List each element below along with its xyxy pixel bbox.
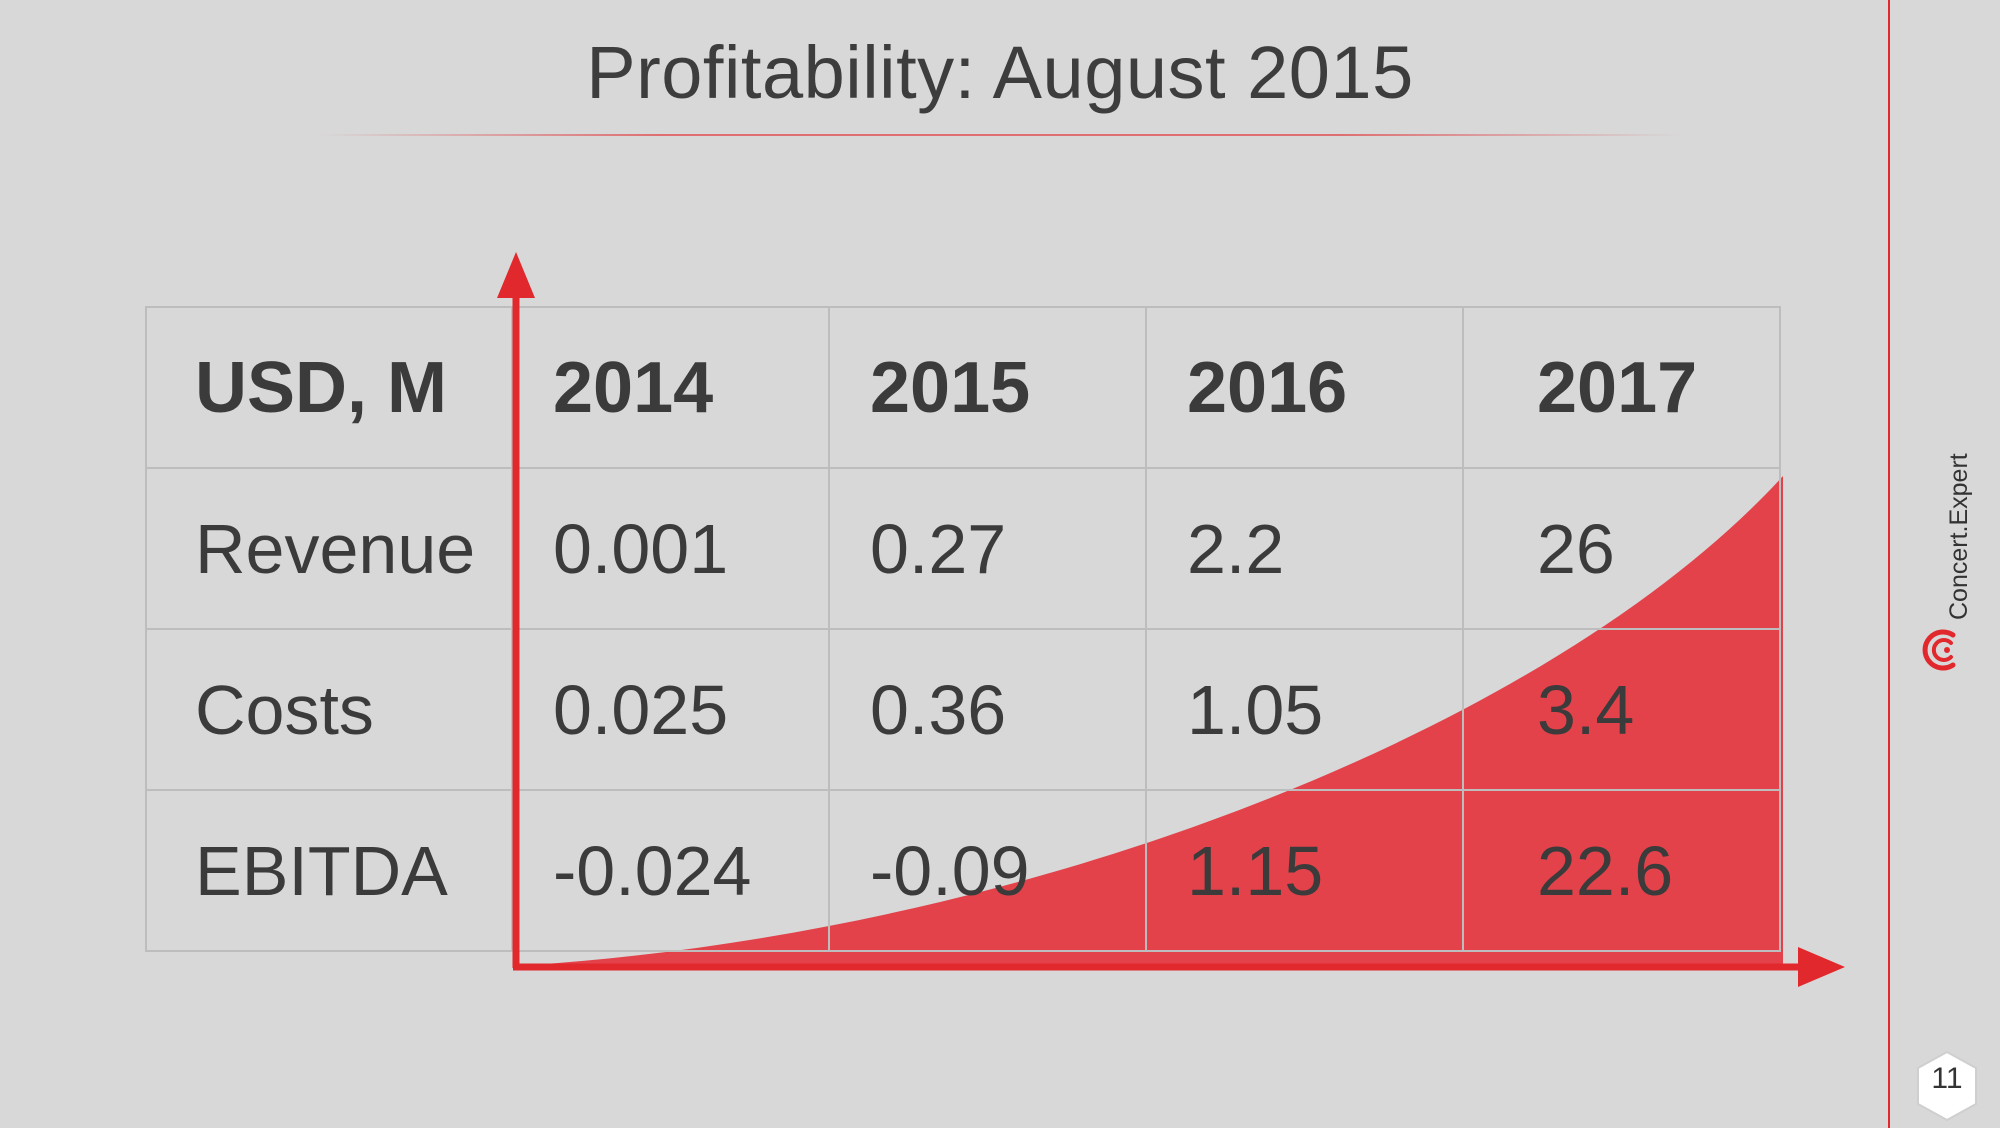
table-cell: 0.36: [828, 628, 1147, 791]
row-label: Costs: [145, 628, 513, 791]
header-cell-unit: USD, M: [145, 306, 513, 469]
profitability-table: USD, M 2014 2015 2016 2017 Revenue 0.001…: [145, 306, 1781, 952]
header-cell-year: 2014: [511, 306, 830, 469]
table-cell: 1.05: [1145, 628, 1464, 791]
sidebar-divider: [1888, 0, 1890, 1128]
table-header-row: USD, M 2014 2015 2016 2017: [145, 306, 1781, 469]
table-row-ebitda: EBITDA -0.024 -0.09 1.15 22.6: [145, 789, 1781, 952]
header-cell-year: 2017: [1462, 306, 1781, 469]
title-divider: [320, 134, 1680, 136]
row-label: Revenue: [145, 467, 513, 630]
header-cell-year: 2015: [828, 306, 1147, 469]
table-cell: 26: [1462, 467, 1781, 630]
table-row-revenue: Revenue 0.001 0.27 2.2 26: [145, 467, 1781, 630]
row-label: EBITDA: [145, 789, 513, 952]
table-cell: -0.024: [511, 789, 830, 952]
table-cell: 0.001: [511, 467, 830, 630]
logo-icon: [1922, 629, 1956, 671]
header-cell-year: 2016: [1145, 306, 1464, 469]
table-cell: 22.6: [1462, 789, 1781, 952]
brand-name: Concert.Expert: [1945, 453, 1973, 620]
slide-title: Profitability: August 2015: [586, 31, 1414, 114]
table-cell: -0.09: [828, 789, 1147, 952]
page-number: 11: [1931, 1062, 1963, 1095]
table-cell: 0.27: [828, 467, 1147, 630]
brand-block: Concert.Expert: [1905, 440, 1985, 680]
table-cell: 2.2: [1145, 467, 1464, 630]
table-cell: 0.025: [511, 628, 830, 791]
table-cell: 1.15: [1145, 789, 1464, 952]
table-cell: 3.4: [1462, 628, 1781, 791]
page-badge-icon: [1917, 1050, 1977, 1122]
table-row-costs: Costs 0.025 0.36 1.05 3.4: [145, 628, 1781, 791]
